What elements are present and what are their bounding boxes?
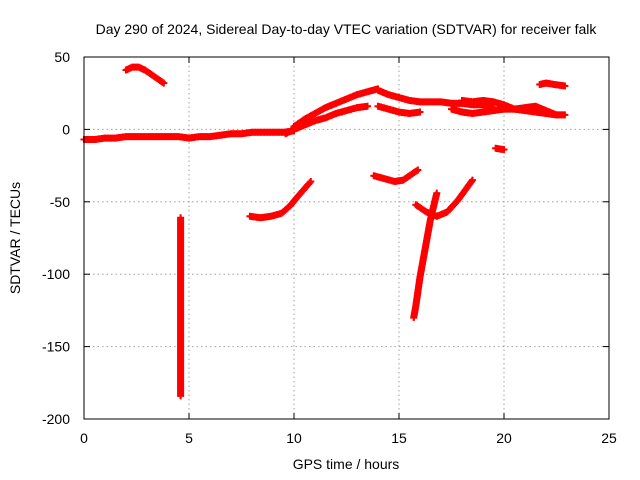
data-point — [561, 82, 569, 90]
series-isolated — [177, 214, 185, 400]
data-point — [410, 314, 418, 322]
data-point — [306, 179, 314, 187]
series-mid-band — [374, 102, 424, 117]
data-point — [177, 392, 185, 400]
series-arc-14-16 — [370, 166, 422, 186]
series-late-band-b — [458, 96, 560, 119]
x-axis-label: GPS time / hours — [293, 456, 400, 472]
data-point — [414, 166, 422, 174]
y-axis-label: SDTVAR / TECUs — [7, 182, 23, 294]
x-tick-label: 0 — [80, 430, 88, 446]
x-tick-label: 5 — [185, 430, 193, 446]
y-tick-label: -200 — [42, 411, 70, 427]
data-marks — [80, 63, 569, 400]
data-point — [364, 102, 371, 110]
series-descent — [410, 189, 441, 322]
data-point — [561, 111, 569, 119]
x-tick-label: 15 — [391, 430, 407, 446]
data-point — [553, 111, 560, 119]
data-point — [160, 79, 168, 87]
data-point — [307, 178, 315, 186]
data-point — [500, 146, 508, 154]
y-tick-label: -150 — [42, 339, 70, 355]
x-tick-label: 10 — [286, 430, 302, 446]
series-arc-8-11 — [246, 178, 315, 222]
plot-frame — [83, 56, 610, 420]
series-right-top — [536, 79, 569, 90]
data-point — [416, 108, 424, 116]
y-tick-label: -50 — [50, 194, 70, 210]
chart-title: Day 290 of 2024, Sidereal Day-to-day VTE… — [96, 21, 598, 37]
x-tick-label: 20 — [496, 430, 512, 446]
series-dip-20 — [492, 144, 508, 154]
x-tick-label: 25 — [601, 430, 617, 446]
series-rise-upper — [290, 85, 382, 131]
series-arc-16-18 — [412, 176, 476, 220]
grid — [84, 57, 609, 419]
axis-ticks: 0 5 10 15 20 25 -200 -150 -100 -50 0 50 — [42, 49, 617, 446]
series-arc-top — [122, 63, 168, 87]
y-tick-label: -100 — [42, 266, 70, 282]
data-point — [469, 176, 476, 184]
y-tick-label: 50 — [54, 49, 70, 65]
y-tick-label: 0 — [62, 121, 70, 137]
